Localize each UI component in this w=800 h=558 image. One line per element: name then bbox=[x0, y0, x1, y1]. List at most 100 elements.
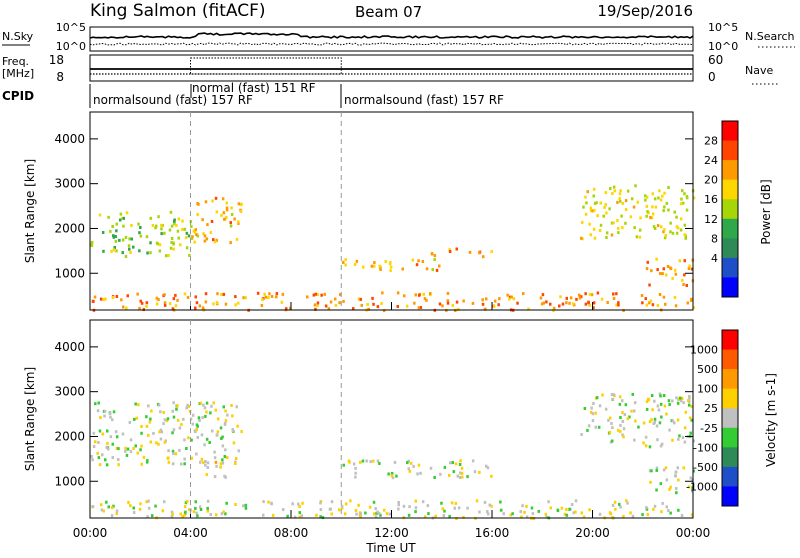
data-cell-6 bbox=[506, 293, 509, 297]
data-cell-6 bbox=[298, 511, 301, 515]
data-cell-0 bbox=[94, 402, 97, 406]
data-cell-0 bbox=[155, 224, 158, 228]
data-cell-6 bbox=[100, 508, 104, 512]
data-cell-6 bbox=[122, 305, 125, 309]
data-cell-6 bbox=[600, 297, 604, 301]
data-cell-6 bbox=[674, 304, 678, 308]
data-cell-6 bbox=[359, 515, 362, 519]
data-cell-1 bbox=[222, 211, 226, 215]
data-cell-6 bbox=[446, 299, 450, 303]
data-cell-0 bbox=[110, 249, 113, 253]
data-cell-0 bbox=[134, 444, 137, 448]
data-cell-2 bbox=[342, 260, 345, 264]
data-cell-1 bbox=[237, 220, 240, 224]
data-cell-0 bbox=[169, 246, 173, 250]
data-cell-6 bbox=[300, 514, 304, 518]
data-cell-6 bbox=[397, 501, 400, 504]
data-cell-4 bbox=[671, 399, 674, 403]
data-cell-6 bbox=[497, 303, 500, 307]
data-cell-6 bbox=[183, 513, 186, 517]
data-cell-0 bbox=[159, 428, 163, 432]
data-cell-6 bbox=[237, 301, 240, 305]
data-cell-3 bbox=[459, 459, 462, 463]
y-tick-label: 1000 bbox=[54, 474, 85, 488]
data-cell-3 bbox=[342, 463, 345, 467]
colorbar-segment bbox=[722, 160, 738, 181]
data-cell-0 bbox=[203, 443, 206, 447]
time-axis-label: Time UT bbox=[365, 541, 416, 554]
data-cell-0 bbox=[167, 449, 170, 453]
data-cell-6 bbox=[91, 505, 95, 509]
data-cell-6 bbox=[690, 513, 694, 517]
data-cell-6 bbox=[565, 513, 569, 517]
data-cell-0 bbox=[147, 404, 150, 408]
data-cell-0 bbox=[193, 429, 197, 433]
time-tick-label: 12:00 bbox=[374, 526, 409, 540]
data-cell-4 bbox=[671, 231, 675, 235]
data-cell-1 bbox=[230, 206, 233, 210]
data-cell-0 bbox=[135, 416, 138, 420]
data-cell-0 bbox=[176, 404, 179, 408]
data-cell-6 bbox=[312, 293, 316, 297]
data-cell-5 bbox=[671, 276, 674, 280]
data-cell-1 bbox=[230, 213, 234, 216]
data-cell-6 bbox=[545, 300, 548, 304]
data-cell-4 bbox=[660, 225, 663, 229]
colorbar-tick-label: -100 bbox=[693, 441, 718, 454]
data-cell-0 bbox=[215, 433, 219, 437]
data-cell-6 bbox=[441, 304, 444, 308]
data-cell-6 bbox=[126, 294, 129, 298]
data-cell-6 bbox=[289, 306, 292, 310]
velocity-scatter-cells bbox=[90, 392, 695, 521]
colorbar-tick-label: 1000 bbox=[690, 344, 718, 357]
data-cell-6 bbox=[568, 507, 571, 511]
data-cell-4 bbox=[611, 426, 614, 430]
data-cell-4 bbox=[617, 231, 620, 235]
data-cell-0 bbox=[172, 242, 175, 246]
data-cell-4 bbox=[599, 201, 602, 205]
data-cell-6 bbox=[306, 295, 309, 299]
time-tick-label: 04:00 bbox=[173, 526, 208, 540]
data-cell-6 bbox=[234, 295, 237, 299]
data-cell-6 bbox=[313, 303, 317, 307]
data-cell-5 bbox=[678, 259, 681, 263]
data-cell-6 bbox=[584, 302, 588, 306]
data-cell-0 bbox=[201, 416, 204, 420]
data-cell-6 bbox=[537, 509, 540, 513]
data-cell-0 bbox=[185, 406, 188, 410]
data-cell-4 bbox=[593, 236, 597, 240]
data-cell-4 bbox=[679, 217, 683, 221]
colorbar-segment bbox=[722, 140, 738, 161]
data-cell-6 bbox=[324, 304, 328, 308]
data-cell-5 bbox=[648, 283, 651, 287]
data-cell-0 bbox=[162, 422, 165, 426]
data-cell-4 bbox=[676, 418, 680, 422]
data-cell-6 bbox=[690, 297, 693, 301]
data-cell-2 bbox=[431, 268, 434, 272]
data-cell-3 bbox=[473, 470, 477, 474]
data-cell-4 bbox=[653, 197, 657, 201]
data-cell-5 bbox=[659, 482, 663, 486]
data-cell-2 bbox=[421, 260, 425, 263]
colorbar-segment bbox=[722, 179, 738, 200]
power-colorbar: 28 24 20 16 12 8 4 bbox=[704, 120, 739, 298]
colorbar-segment bbox=[722, 218, 738, 239]
data-cell-6 bbox=[629, 511, 632, 515]
data-cell-6 bbox=[664, 302, 667, 306]
data-cell-6 bbox=[574, 510, 577, 514]
data-cell-6 bbox=[196, 514, 199, 518]
data-cell-1 bbox=[191, 235, 194, 239]
data-cell-6 bbox=[457, 307, 460, 311]
data-cell-4 bbox=[679, 202, 683, 206]
data-cell-2 bbox=[379, 268, 382, 271]
data-cell-6 bbox=[574, 499, 578, 503]
data-cell-1 bbox=[203, 234, 207, 238]
data-cell-6 bbox=[314, 292, 317, 296]
data-cell-0 bbox=[191, 413, 195, 417]
data-cell-6 bbox=[293, 515, 297, 519]
data-cell-3 bbox=[393, 460, 397, 464]
data-cell-3 bbox=[478, 251, 481, 255]
data-cell-6 bbox=[138, 306, 141, 310]
data-cell-6 bbox=[542, 301, 546, 305]
data-cell-6 bbox=[171, 512, 174, 516]
